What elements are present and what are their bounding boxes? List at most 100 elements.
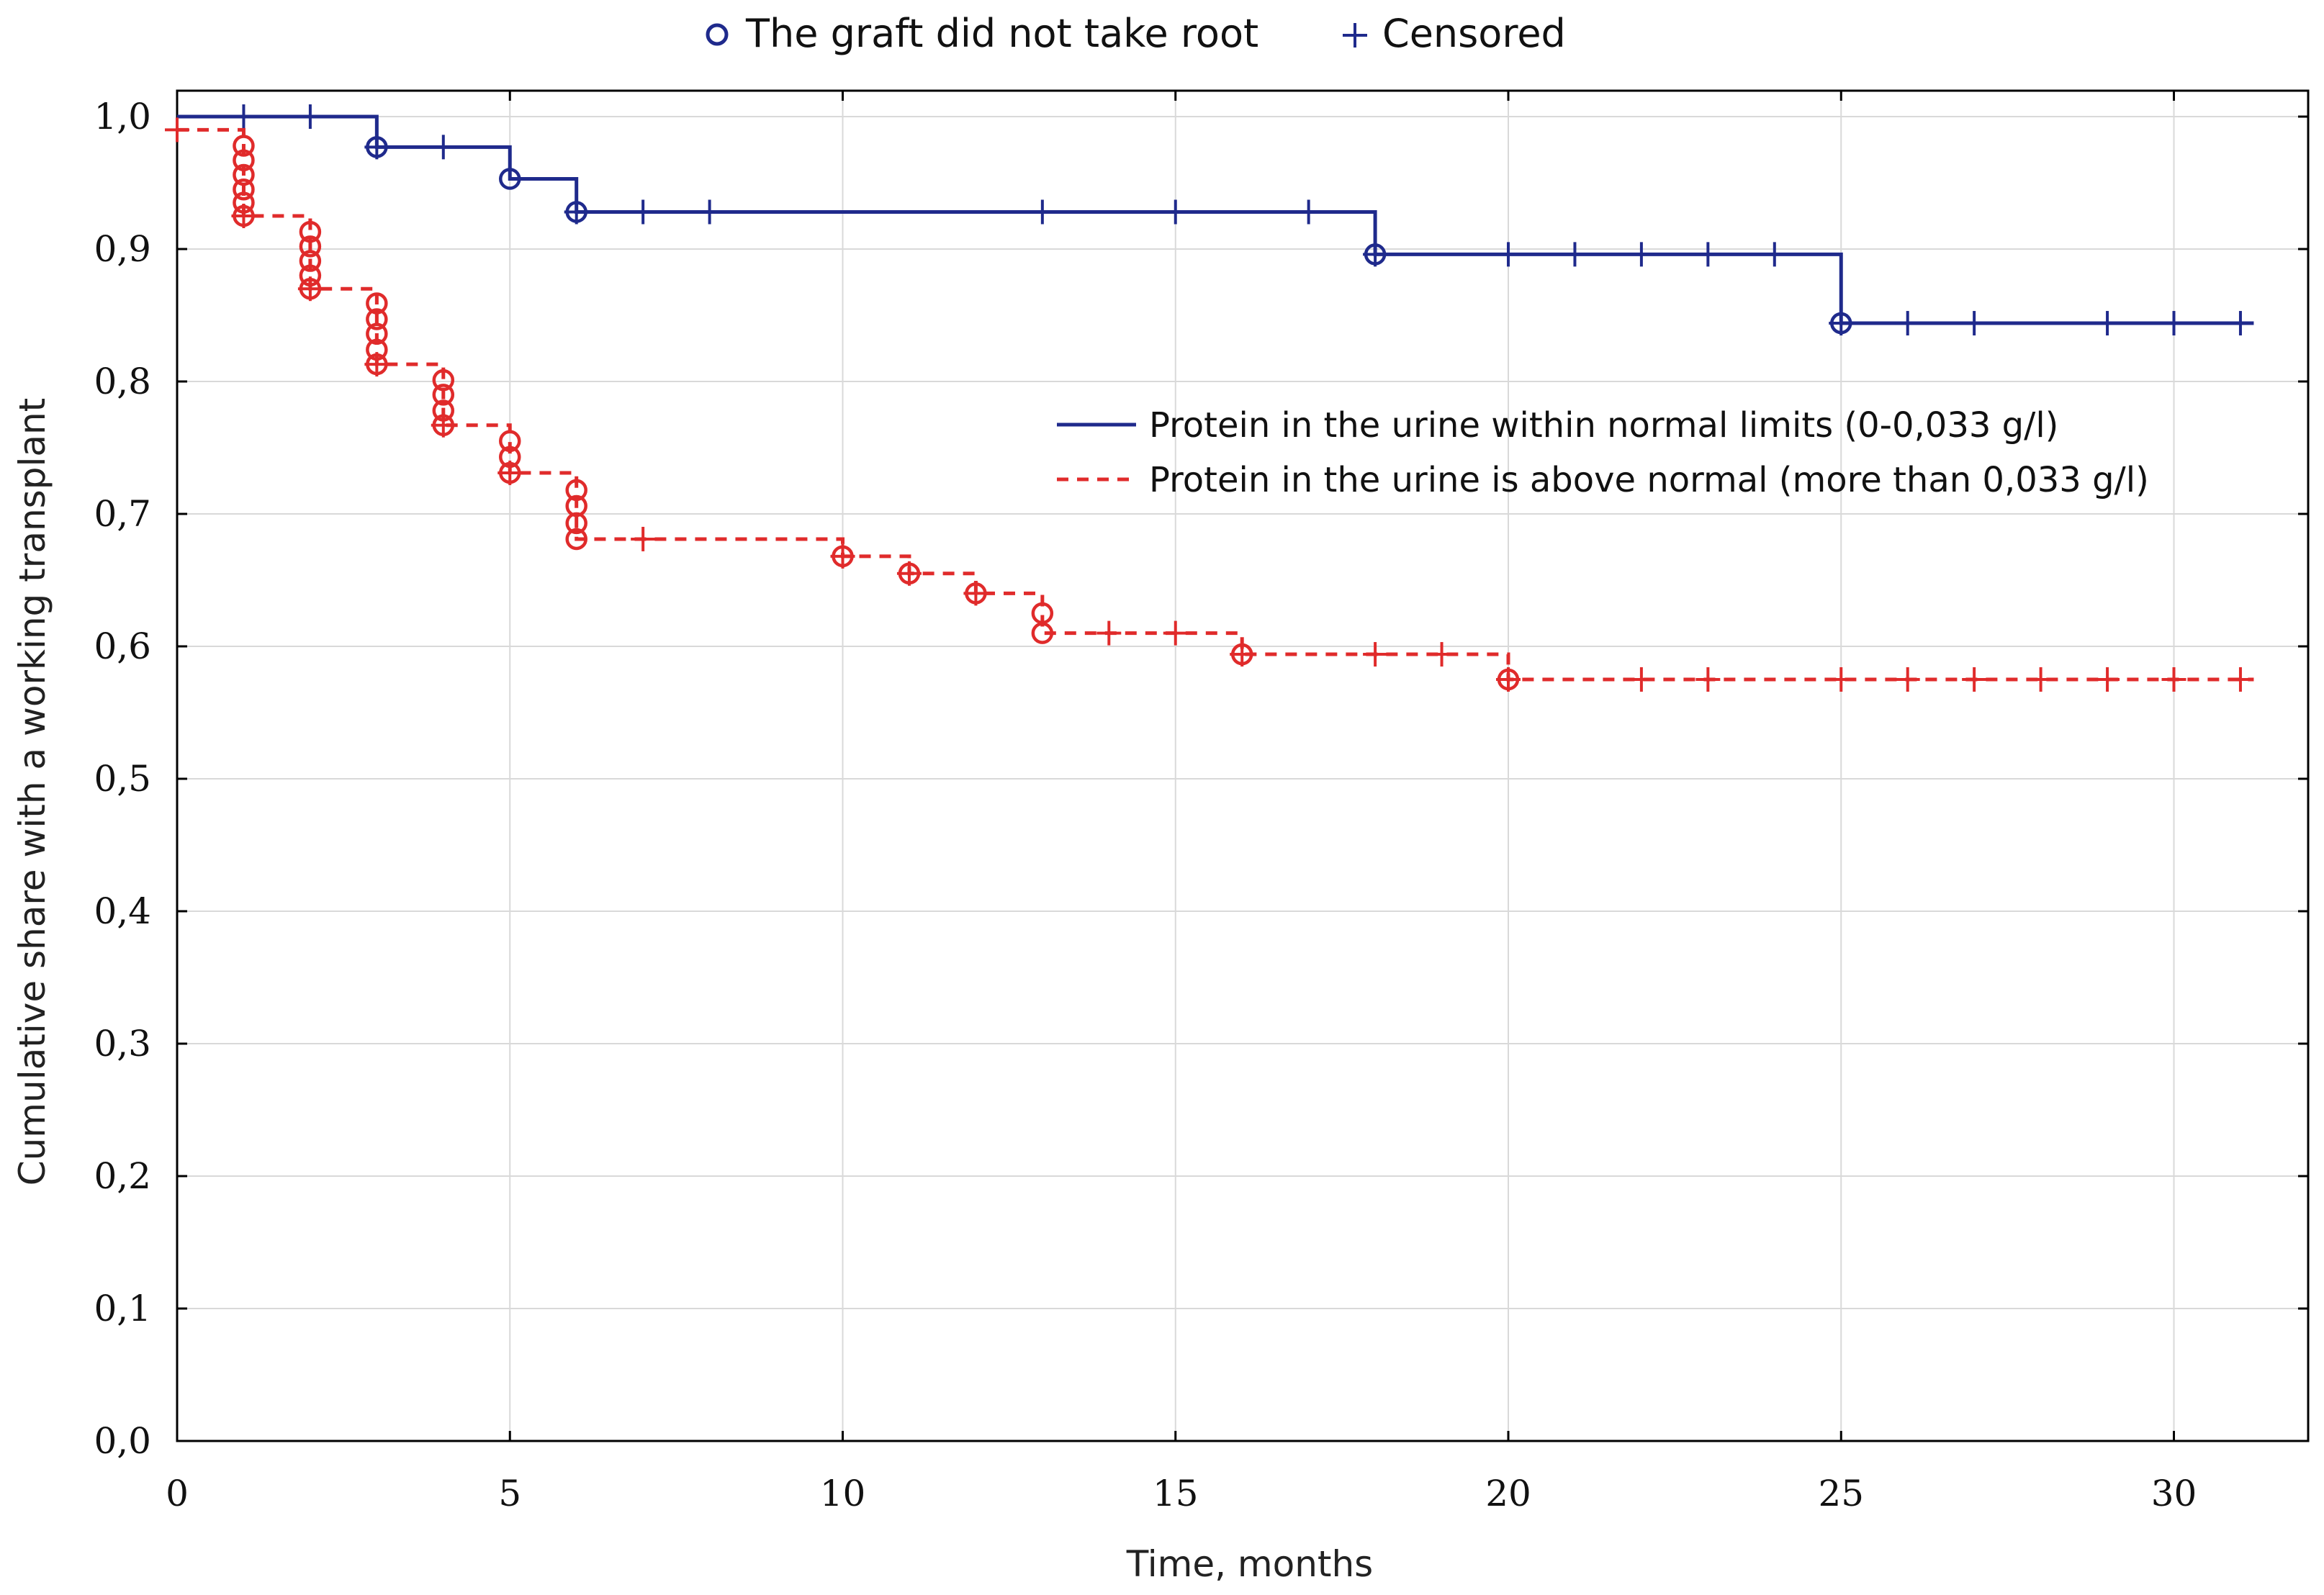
censored-mark	[1496, 242, 1521, 267]
event-mark	[299, 264, 322, 287]
top-legend-censor-label: Censored	[1382, 11, 1566, 56]
event-mark	[565, 512, 587, 535]
event-mark	[233, 135, 255, 157]
y-tick-label: 0,3	[94, 1023, 151, 1065]
event-mark	[1830, 312, 1852, 335]
x-tick-label: 20	[1485, 1473, 1531, 1514]
event-mark	[499, 461, 521, 484]
event-mark	[366, 136, 388, 158]
censored-mark	[1629, 242, 1654, 267]
event-mark	[366, 292, 388, 315]
event-mark	[1497, 668, 1520, 691]
x-tick-label: 0	[166, 1473, 189, 1514]
event-mark	[366, 338, 388, 361]
event-mark	[432, 414, 455, 436]
y-tick-label: 0,7	[94, 493, 151, 535]
event-mark	[432, 369, 455, 392]
y-tick-label: 0,0	[94, 1420, 151, 1462]
event-mark	[432, 399, 455, 422]
censor-marker-legend-icon	[1343, 23, 1367, 48]
x-axis-title: Time, months	[1126, 1543, 1373, 1585]
y-tick-label: 0,8	[94, 361, 151, 402]
censored-mark	[1695, 242, 1721, 267]
x-axis: 0 5 10 15 20 25 30	[166, 91, 2197, 1514]
censored-mark	[1363, 642, 1388, 667]
censored-mark	[1429, 642, 1454, 667]
event-mark	[233, 163, 255, 186]
censored-mark	[231, 104, 256, 129]
legend-label-series-1: Protein in the urine within normal limit…	[1149, 405, 2058, 446]
censored-mark	[2228, 667, 2253, 692]
censored-mark	[1096, 620, 1122, 646]
x-tick-label: 5	[498, 1473, 521, 1514]
event-mark	[499, 446, 521, 469]
event-mark	[233, 149, 255, 171]
event-marker-legend-icon	[706, 23, 729, 46]
survival-curve-1	[177, 114, 2254, 325]
series-2	[165, 117, 2254, 692]
censored-mark	[165, 117, 189, 143]
censored-mark	[1163, 199, 1188, 225]
x-tick-label: 15	[1153, 1473, 1199, 1514]
censored-mark	[1895, 311, 1920, 336]
censored-mark	[631, 199, 656, 225]
plot-frame	[176, 89, 2310, 1442]
event-mark	[565, 201, 587, 223]
censored-mark	[1829, 667, 1854, 692]
event-mark	[1230, 643, 1253, 666]
y-tick-label: 1,0	[94, 96, 151, 137]
censored-mark	[1962, 667, 1987, 692]
censored-mark	[2095, 311, 2120, 336]
censored-mark	[631, 526, 656, 551]
censored-mark	[1562, 242, 1587, 267]
y-tick-label: 0,6	[94, 625, 151, 667]
event-mark	[366, 308, 388, 330]
event-mark	[299, 220, 322, 243]
inner-legend: Protein in the urine within normal limit…	[1057, 405, 2149, 500]
event-mark	[233, 191, 255, 214]
event-mark	[1031, 622, 1054, 644]
y-tick-label: 0,1	[94, 1288, 151, 1329]
censored-mark	[2161, 667, 2186, 692]
y-tick-label: 0,9	[94, 228, 151, 270]
top-legend: The graft did not take root Censored	[706, 11, 1566, 56]
censored-mark	[1163, 620, 1188, 646]
y-tick-label: 0,5	[94, 758, 151, 800]
grid	[177, 91, 2308, 1441]
x-tick-label: 10	[820, 1473, 866, 1514]
y-tick-label: 0,4	[94, 890, 151, 932]
event-mark	[432, 384, 455, 406]
series-layer	[165, 104, 2254, 692]
censored-mark	[1762, 242, 1787, 267]
event-mark	[565, 528, 587, 551]
censored-mark	[1629, 667, 1654, 692]
event-mark	[299, 277, 322, 300]
event-mark	[499, 430, 521, 453]
censored-mark	[2028, 667, 2053, 692]
series-1	[177, 104, 2254, 336]
event-mark	[299, 250, 322, 272]
censored-mark	[697, 199, 722, 225]
event-mark	[233, 178, 255, 201]
censored-mark	[2095, 667, 2120, 692]
event-mark	[898, 562, 921, 585]
event-mark	[299, 235, 322, 258]
censored-mark	[1030, 199, 1055, 225]
censored-mark	[1962, 311, 1987, 336]
top-legend-event-label: The graft did not take root	[745, 11, 1258, 56]
event-mark	[499, 168, 521, 190]
event-mark	[965, 582, 987, 605]
y-axis: 0,0 0,1 0,2 0,3 0,4 0,5 0,6 0,7 0,8 0,9 1,0	[94, 96, 2308, 1462]
censored-mark	[297, 104, 323, 129]
legend-label-series-2: Protein in the urine is above normal (mo…	[1149, 460, 2149, 500]
x-tick-label: 25	[1818, 1473, 1864, 1514]
censored-mark	[431, 135, 456, 160]
censored-mark	[2228, 311, 2253, 336]
event-mark	[233, 204, 255, 227]
censored-mark	[1895, 667, 1920, 692]
y-axis-title: Cumulative share with a working transpla…	[12, 398, 53, 1186]
event-mark	[1364, 243, 1387, 266]
censored-mark	[1296, 199, 1321, 225]
x-tick-label: 30	[2151, 1473, 2197, 1514]
